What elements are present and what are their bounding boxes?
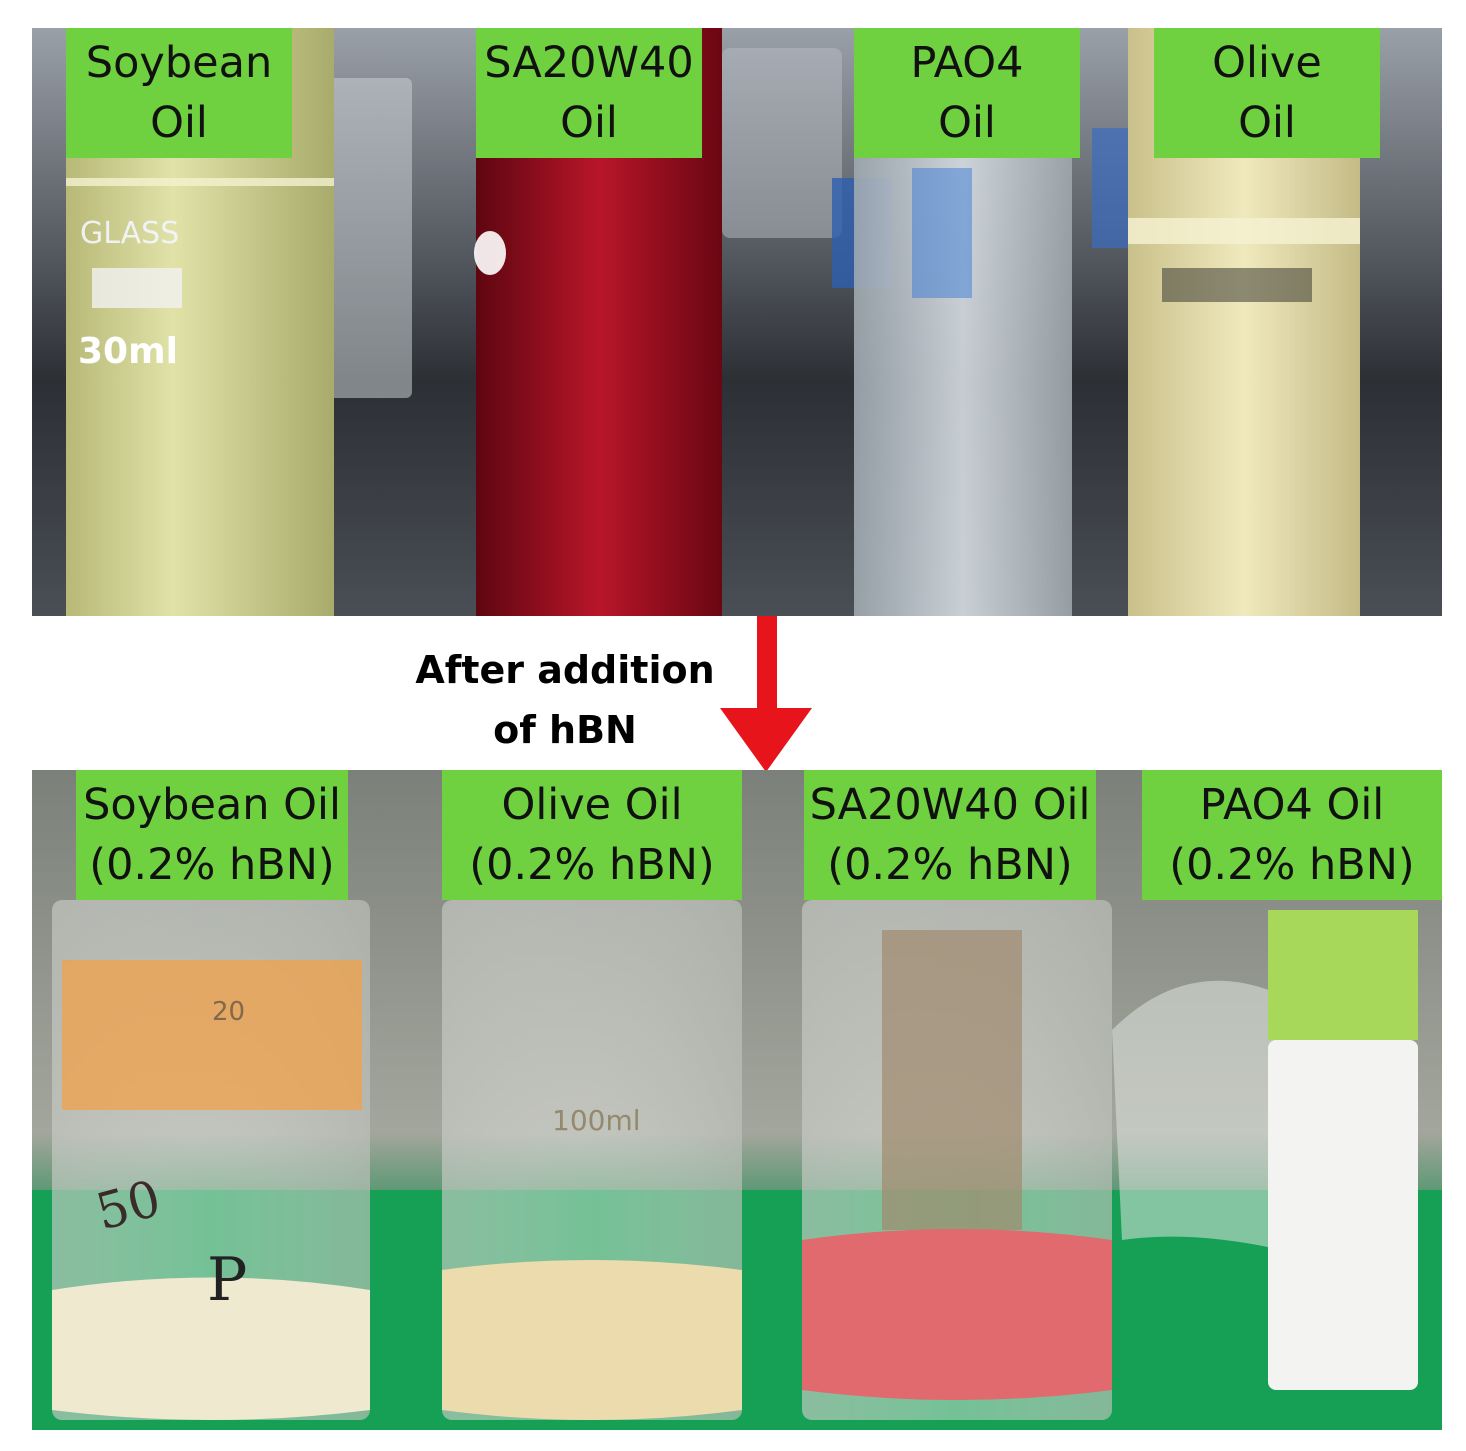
olive-hbn-beaker: 100ml — [442, 900, 742, 1420]
bottom-label-olive: Olive Oil (0.2% hBN) — [442, 770, 742, 900]
beaker-100ml-marking: 100ml — [552, 1104, 641, 1137]
bottom-label-sa20w40: SA20W40 Oil (0.2% hBN) — [804, 770, 1096, 900]
sa20w40-hbn-beaker — [802, 900, 1112, 1420]
after-addition-caption: After addition of hBN — [415, 648, 715, 752]
pao4-hbn-vial — [1268, 910, 1418, 1390]
beaker-graduation-20: 20 — [212, 997, 245, 1027]
bottom-photo-after: 50 P 20 100ml Soybean Oil (0.2% hBN) Oli… — [32, 770, 1442, 1430]
top-photo-before: GLASS 30ml Soybean Oil SA20W40 Oil PAO4 … — [32, 28, 1442, 616]
top-label-sa20w40: SA20W40 Oil — [476, 28, 702, 158]
handwritten-p: P — [207, 1245, 247, 1315]
top-label-pao4: PAO4 Oil — [854, 28, 1080, 158]
soybean-hbn-beaker: 50 P 20 — [52, 900, 370, 1420]
bottom-label-pao4: PAO4 Oil (0.2% hBN) — [1142, 770, 1442, 900]
volume-30ml-marking: 30ml — [78, 331, 178, 372]
bottom-label-soybean: Soybean Oil (0.2% hBN) — [76, 770, 348, 900]
background-beaker — [722, 48, 842, 238]
plastic-bag — [1112, 980, 1292, 1250]
top-label-soybean: Soybean Oil — [66, 28, 292, 158]
glass-marking: GLASS — [80, 216, 179, 251]
top-label-olive: Olive Oil — [1154, 28, 1380, 158]
